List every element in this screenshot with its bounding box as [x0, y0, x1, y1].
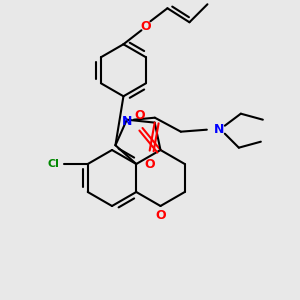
Text: N: N: [122, 115, 132, 128]
Text: N: N: [214, 123, 224, 136]
Text: O: O: [140, 20, 151, 33]
Text: Cl: Cl: [48, 159, 60, 169]
Text: O: O: [144, 158, 155, 171]
Text: O: O: [155, 209, 166, 222]
Text: O: O: [134, 109, 145, 122]
